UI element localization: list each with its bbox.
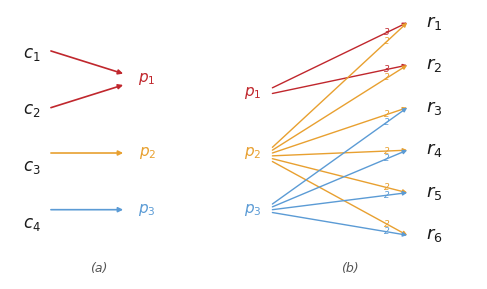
Text: $\mathit{c}_{3}$: $\mathit{c}_{3}$: [23, 158, 40, 176]
Text: 2: 2: [384, 110, 390, 119]
Text: $\mathit{p}_{2}$: $\mathit{p}_{2}$: [138, 145, 156, 161]
Text: (b): (b): [340, 262, 358, 275]
Text: $\mathit{c}_{1}$: $\mathit{c}_{1}$: [23, 45, 40, 63]
Text: 2: 2: [384, 220, 390, 229]
Text: $\mathbf{\mathit{r}}_{3}$: $\mathbf{\mathit{r}}_{3}$: [427, 99, 443, 117]
Text: 2: 2: [384, 118, 390, 127]
Text: 3: 3: [384, 65, 390, 74]
Text: $\mathit{c}_{4}$: $\mathit{c}_{4}$: [23, 215, 40, 233]
Text: $\mathit{p}_{1}$: $\mathit{p}_{1}$: [244, 86, 262, 101]
Text: 2: 2: [384, 147, 390, 155]
Text: 2: 2: [384, 183, 390, 192]
Text: $\mathbf{\mathit{r}}_{2}$: $\mathbf{\mathit{r}}_{2}$: [427, 56, 443, 74]
Text: 2: 2: [384, 73, 390, 82]
Text: 2: 2: [384, 154, 390, 163]
Text: 2: 2: [384, 227, 390, 236]
Text: $\mathit{p}_{2}$: $\mathit{p}_{2}$: [244, 145, 262, 161]
Text: $\mathit{p}_{3}$: $\mathit{p}_{3}$: [244, 202, 262, 218]
Text: $\mathit{p}_{3}$: $\mathit{p}_{3}$: [138, 202, 156, 218]
Text: $\mathbf{\mathit{r}}_{4}$: $\mathbf{\mathit{r}}_{4}$: [427, 141, 443, 159]
Text: $\mathbf{\mathit{r}}_{6}$: $\mathbf{\mathit{r}}_{6}$: [427, 226, 443, 244]
Text: 2: 2: [384, 37, 390, 46]
Text: 3: 3: [384, 28, 390, 37]
Text: $\mathit{p}_{1}$: $\mathit{p}_{1}$: [138, 71, 156, 87]
Text: $\mathbf{\mathit{r}}_{1}$: $\mathbf{\mathit{r}}_{1}$: [427, 14, 443, 32]
Text: (a): (a): [91, 262, 108, 275]
Text: $\mathit{c}_{2}$: $\mathit{c}_{2}$: [23, 101, 40, 119]
Text: $\mathbf{\mathit{r}}_{5}$: $\mathbf{\mathit{r}}_{5}$: [427, 184, 443, 202]
Text: 2: 2: [384, 191, 390, 200]
